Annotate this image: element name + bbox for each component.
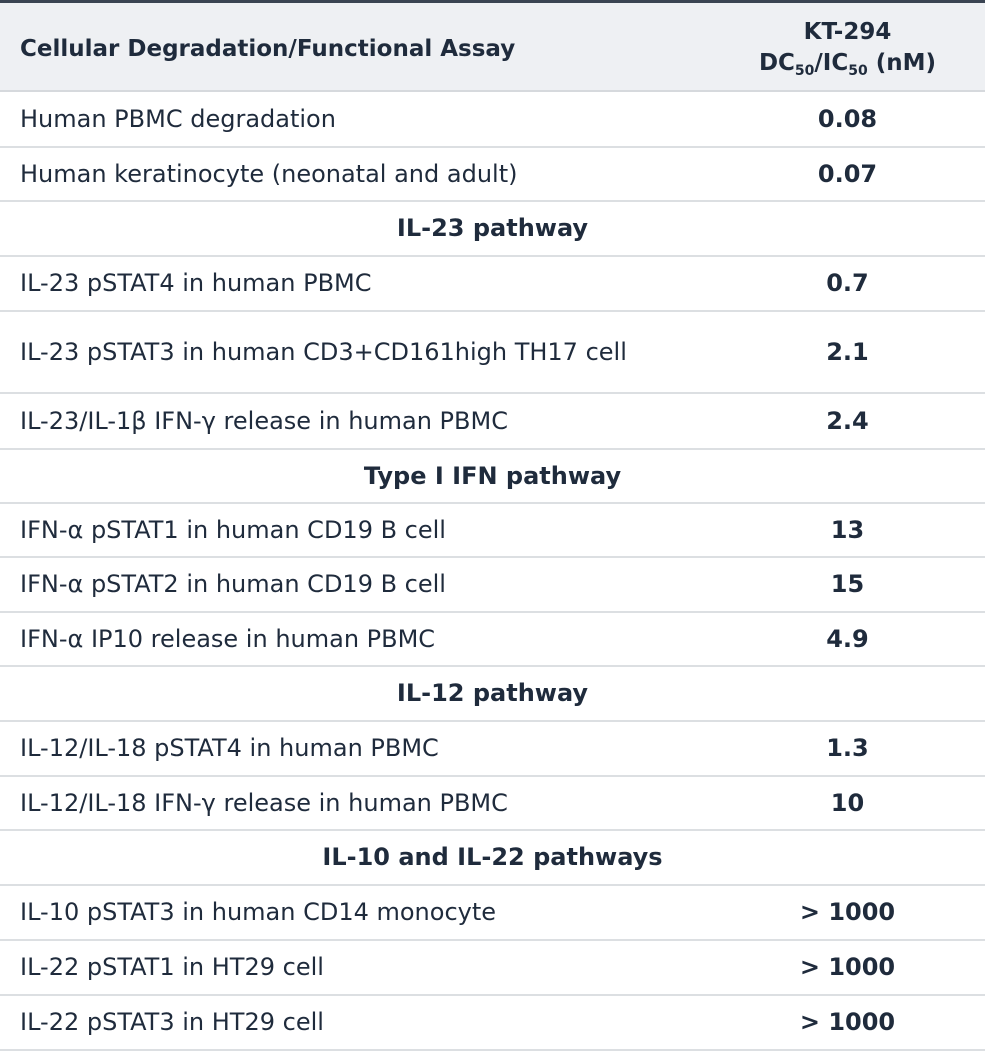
- assay-value: 0.7: [826, 269, 869, 297]
- assay-value: 2.4: [826, 407, 869, 435]
- subscript: 50: [794, 63, 815, 79]
- assay-value: > 1000: [799, 1008, 896, 1036]
- section-title: IL-10 and IL-22 pathways: [322, 843, 663, 871]
- assay-label: IL-12/IL-18 IFN-γ release in human PBMC: [20, 789, 508, 817]
- section-row: IL-12 pathway: [0, 667, 985, 722]
- assay-value: 0.07: [817, 160, 878, 188]
- assay-label: Human PBMC degradation: [20, 105, 336, 133]
- assay-value: 13: [830, 516, 865, 544]
- header-text: DC: [758, 50, 795, 76]
- section-row: IL-10 and IL-22 pathways: [0, 831, 985, 886]
- assay-label: IL-23 pSTAT4 in human PBMC: [20, 269, 372, 297]
- data-row: IL-12/IL-18 pSTAT4 in human PBMC 1.3: [0, 722, 985, 777]
- data-row: IL-10 pSTAT3 in human CD14 monocyte > 100…: [0, 886, 985, 941]
- header-text: (nM): [875, 50, 937, 76]
- assay-label: IFN-α pSTAT2 in human CD19 B cell: [20, 570, 446, 598]
- assay-label: Human keratinocyte (neonatal and adult): [20, 160, 518, 188]
- subscript: 50: [848, 63, 868, 79]
- assay-label: IL-10 pSTAT3 in human CD14 monocyte: [20, 898, 497, 926]
- assay-label: IL-12/IL-18 pSTAT4 in human PBMC: [20, 734, 439, 762]
- assay-value: 15: [830, 570, 865, 598]
- assay-value: 2.1: [826, 338, 869, 366]
- header-cell: Cellular Degradation/Functional Assay: [20, 36, 516, 62]
- section-row: IL-23 pathway: [0, 202, 985, 257]
- header-row: Cellular Degradation/Functional Assay KT…: [0, 0, 985, 92]
- data-row: Human PBMC degradation 0.08: [0, 93, 985, 148]
- assay-value: 4.9: [826, 625, 869, 653]
- assay-value: > 1000: [799, 953, 896, 981]
- header-text: /IC: [814, 50, 849, 76]
- assay-label: IFN-α IP10 release in human PBMC: [20, 625, 436, 653]
- header-line: DC50/IC50 (nM): [710, 48, 985, 79]
- data-row: IL-23 pSTAT3 in human CD3+CD161high TH17…: [0, 312, 985, 394]
- assay-value: 0.08: [817, 105, 878, 133]
- data-row: IFN-α IP10 release in human PBMC 4.9: [0, 613, 985, 667]
- header-cell: KT-294 DC50/IC50 (nM): [710, 17, 985, 79]
- assay-label: IL-22 pSTAT1 in HT29 cell: [20, 953, 324, 981]
- section-title: IL-12 pathway: [396, 679, 589, 707]
- assay-label: IFN-α pSTAT1 in human CD19 B cell: [20, 516, 446, 544]
- section-title: IL-23 pathway: [396, 214, 589, 242]
- assay-label: IL-23/IL-1β IFN-γ release in human PBMC: [20, 407, 508, 435]
- data-row: IL-23 pSTAT4 in human PBMC 0.7: [0, 257, 985, 312]
- data-row: IL-23/IL-1β IFN-γ release in human PBMC 2…: [0, 394, 985, 450]
- section-title: Type I IFN pathway: [363, 462, 622, 490]
- section-row: Type I IFN pathway: [0, 450, 985, 504]
- assay-label: IL-22 pSTAT3 in HT29 cell: [20, 1008, 324, 1036]
- assay-label: IL-23 pSTAT3 in human CD3+CD161high TH17…: [20, 338, 627, 366]
- assay-value: 1.3: [826, 734, 869, 762]
- data-row: IFN-α pSTAT1 in human CD19 B cell 13: [0, 504, 985, 558]
- header-line: KT-294: [803, 19, 892, 45]
- assay-value: 10: [830, 789, 865, 817]
- data-row: IL-22 pSTAT1 in HT29 cell > 1000: [0, 941, 985, 996]
- data-row: IFN-α pSTAT2 in human CD19 B cell 15: [0, 558, 985, 613]
- assay-value: > 1000: [799, 898, 896, 926]
- data-row: IL-12/IL-18 IFN-γ release in human PBMC 1…: [0, 777, 985, 831]
- data-row: Human keratinocyte (neonatal and adult) 0…: [0, 148, 985, 202]
- data-row: IL-22 pSTAT3 in HT29 cell > 1000: [0, 996, 985, 1051]
